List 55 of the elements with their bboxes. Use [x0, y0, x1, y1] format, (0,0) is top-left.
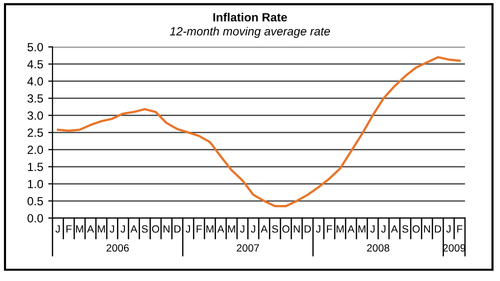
x-tick-label: M [336, 225, 344, 233]
x-tick-label: J [446, 225, 451, 233]
x-tick-label: O [282, 225, 290, 233]
y-tick-label: 0.5 [28, 196, 43, 206]
x-tick-label: J [55, 225, 60, 233]
y-tick-label: 4.5 [27, 60, 43, 68]
x-tick-label: D [174, 225, 181, 233]
y-tick-label: 1.5 [28, 162, 43, 172]
x-tick-label: J [186, 225, 190, 233]
x-tick-label: J [110, 225, 114, 233]
y-tick-label: 2.5 [28, 128, 43, 137]
x-tick-label: F [457, 225, 462, 233]
x-tick-label: J [381, 225, 386, 233]
x-tick-label: F [326, 225, 332, 233]
x-tick-label: N [164, 225, 170, 233]
y-tick-label: 2.0 [28, 146, 44, 154]
x-tick-label: M [228, 225, 236, 233]
x-tick-label: J [250, 225, 256, 233]
x-tick-label: F [196, 225, 202, 233]
x-tick-label: J [316, 225, 320, 233]
x-tick-label: A [130, 225, 138, 233]
x-tick-label: N [424, 225, 430, 233]
chart-subtitle: 12-month moving average rate [170, 26, 330, 38]
text: 2008 [367, 244, 390, 252]
x-tick-label: O [152, 225, 160, 233]
x-tick-label: A [260, 225, 268, 233]
y-tick-label: 3.0 [28, 111, 44, 120]
y-tick-label: 5.0 [28, 42, 44, 52]
x-tick-label: D [304, 225, 311, 233]
x-tick-label: A [390, 225, 398, 233]
line-series [56, 56, 461, 208]
x-tick-label: M [358, 225, 366, 233]
x-tick-label: A [87, 225, 94, 233]
y-tick-label: 4.0 [27, 77, 44, 86]
x-tick-label: D [434, 225, 442, 233]
x-tick-label: J [120, 225, 125, 233]
text: 2007 [236, 244, 259, 252]
y-tick-label: 3.5 [28, 94, 43, 103]
x-tick-label: O [412, 225, 420, 233]
x-tick-label: J [240, 225, 244, 233]
x-tick-label: S [402, 225, 408, 233]
x-tick-label: M [98, 225, 105, 233]
text: 2006 [106, 244, 129, 252]
x-tick-label: N [294, 225, 300, 233]
y-tick-label: 1.0 [28, 180, 44, 188]
x-tick-label: S [272, 225, 278, 233]
x-tick-label: A [217, 225, 224, 233]
x-tick-label: F [66, 225, 72, 233]
x-tick-label: A [348, 225, 354, 233]
x-tick-label: J [370, 225, 375, 233]
y-tick-label: 0.0 [28, 214, 44, 222]
x-tick-label: M [206, 225, 214, 233]
chart-title: Inflation Rate [213, 12, 287, 22]
x-tick-label: M [76, 225, 84, 233]
x-tick-label: S [142, 225, 148, 233]
